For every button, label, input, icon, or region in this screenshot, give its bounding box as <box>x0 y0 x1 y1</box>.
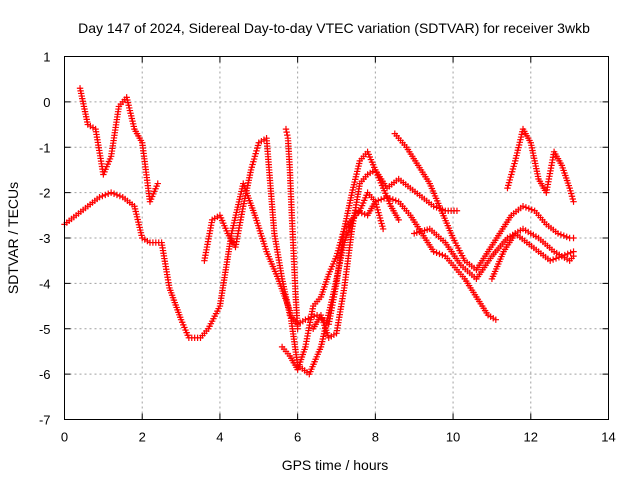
x-tick-label: 8 <box>372 430 379 445</box>
chart-title: Day 147 of 2024, Sidereal Day-to-day VTE… <box>78 20 590 36</box>
series-track-i <box>282 125 301 332</box>
data-point <box>522 204 530 211</box>
data-point <box>154 180 161 187</box>
data-point <box>439 251 446 259</box>
data-point <box>547 257 554 264</box>
data-point <box>436 250 443 258</box>
data-point <box>105 190 112 197</box>
x-tick-labels: 0 2 4 6 8 10 12 14 <box>61 430 616 445</box>
y-tick-label: -2 <box>39 186 51 201</box>
series-track-a <box>61 180 500 378</box>
x-tick-label: 10 <box>446 430 460 445</box>
data-point <box>99 192 106 200</box>
data-point <box>110 190 118 197</box>
y-tick-label: 0 <box>43 95 50 110</box>
data-point <box>528 206 535 213</box>
data-point <box>294 325 301 332</box>
y-tick-label: -5 <box>39 322 51 337</box>
data-point <box>558 252 566 260</box>
grid <box>64 56 609 420</box>
data-point <box>492 316 500 323</box>
x-tick-label: 14 <box>601 430 615 445</box>
data-point <box>116 192 124 200</box>
data-point <box>102 191 109 199</box>
series-track-g <box>504 125 577 205</box>
x-tick-label: 4 <box>216 430 223 445</box>
data-point <box>282 125 290 133</box>
data-point <box>392 197 399 204</box>
data-point <box>557 231 565 238</box>
data-point <box>563 233 570 241</box>
x-tick-label: 12 <box>524 430 538 445</box>
series-track-h <box>278 189 387 373</box>
series-track-b <box>76 85 161 205</box>
data-point <box>389 196 397 203</box>
y-tick-label: 1 <box>43 50 50 65</box>
data-point <box>430 248 437 255</box>
data-point <box>284 131 291 139</box>
series-track-d <box>391 130 577 273</box>
data-point <box>519 203 527 210</box>
data-point <box>561 251 568 259</box>
data-point <box>554 230 562 237</box>
series-track-e <box>411 225 577 283</box>
data-marks <box>61 85 577 378</box>
data-point <box>107 189 115 196</box>
y-tick-label: -7 <box>39 413 51 428</box>
x-tick-label: 6 <box>294 430 301 445</box>
series-track-f <box>488 230 577 283</box>
data-point <box>570 198 577 205</box>
data-point <box>564 250 571 258</box>
data-point <box>567 249 574 256</box>
y-tick-label: -4 <box>39 276 51 291</box>
data-point <box>555 254 563 261</box>
data-point <box>453 207 461 214</box>
series-track-j <box>309 166 402 342</box>
data-point <box>361 210 368 218</box>
y-tick-label: -3 <box>39 231 51 246</box>
data-point <box>433 249 440 256</box>
y-axis-label: SDTVAR / TECUs <box>5 182 21 294</box>
data-point <box>113 191 121 199</box>
y-tick-labels: 1 0 -1 -2 -3 -4 -5 -6 -7 <box>39 50 51 428</box>
x-tick-label: 0 <box>61 430 68 445</box>
data-point <box>525 205 533 212</box>
y-tick-label: -1 <box>39 140 51 155</box>
data-point <box>570 248 577 255</box>
series-track-c <box>201 134 461 328</box>
data-point <box>560 232 568 239</box>
y-tick-label: -6 <box>39 367 51 382</box>
data-point <box>377 196 385 203</box>
x-axis-label: GPS time / hours <box>282 457 389 473</box>
data-point <box>375 197 382 204</box>
data-point <box>355 208 363 216</box>
data-point <box>430 203 437 210</box>
x-tick-label: 2 <box>139 430 146 445</box>
plot-frame <box>64 56 609 420</box>
data-point <box>379 225 387 233</box>
data-point <box>552 255 560 262</box>
data-point <box>570 234 577 242</box>
data-point <box>549 256 557 263</box>
data-point <box>283 128 290 136</box>
data-point <box>96 193 103 201</box>
data-point <box>395 216 402 224</box>
